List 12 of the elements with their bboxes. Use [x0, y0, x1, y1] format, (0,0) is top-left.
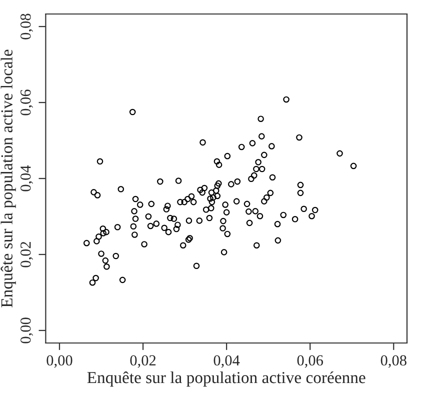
- y-tick-label: 0,08: [20, 14, 33, 40]
- x-axis-title: Enquête sur la population active coréenne: [87, 371, 366, 387]
- x-tick-label: 0,08: [380, 355, 406, 368]
- x-tick-label: 0,00: [46, 355, 72, 368]
- x-tick-label: 0,04: [214, 355, 240, 368]
- y-tick-label: 0,02: [20, 242, 33, 268]
- x-tick-label: 0,02: [130, 355, 156, 368]
- y-tick-label: 0,04: [20, 165, 33, 192]
- y-axis-title: Enquête sur la population active locale: [0, 50, 16, 308]
- x-tick-label: 0,06: [297, 355, 324, 368]
- y-tick-label: 0,06: [20, 90, 33, 116]
- y-tick-label: 0,00: [20, 318, 33, 344]
